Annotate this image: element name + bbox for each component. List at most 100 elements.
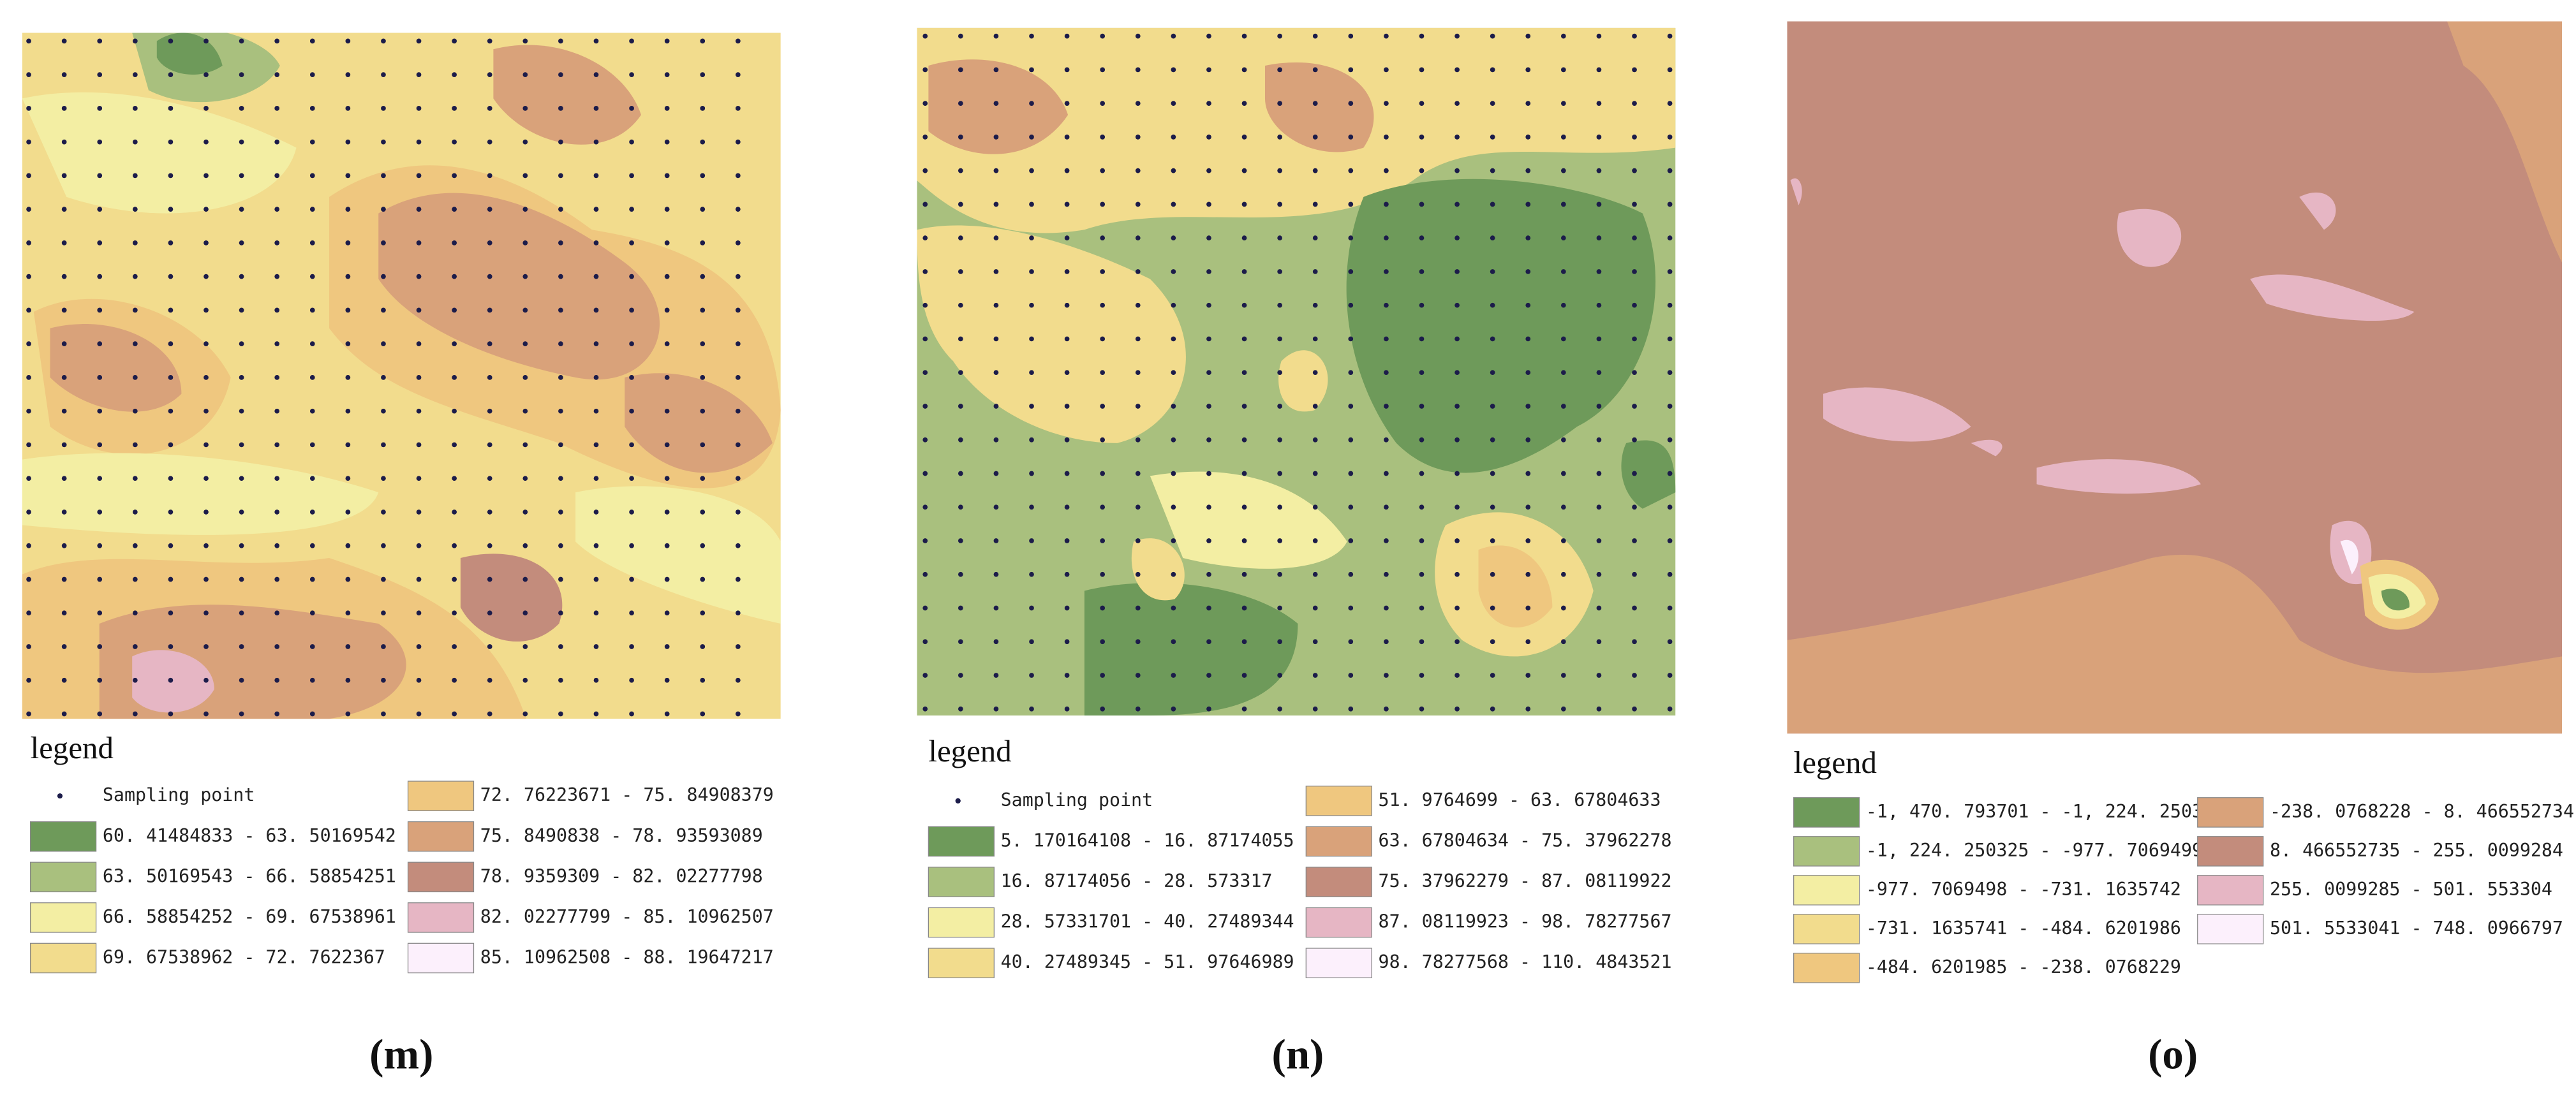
sampling-point: [1135, 370, 1141, 376]
sampling-point: [487, 105, 492, 111]
sampling-point: [1100, 67, 1106, 73]
sampling-point: [1135, 302, 1141, 308]
sampling-point: [274, 173, 280, 179]
sampling-point: [593, 677, 599, 683]
sampling-point: [1384, 168, 1389, 173]
sampling-point: [1560, 706, 1566, 712]
sampling-point: [61, 274, 67, 279]
sampling-point: [1206, 67, 1211, 73]
sampling-point: [958, 504, 963, 510]
sampling-point: [593, 610, 599, 616]
sampling-point: [958, 571, 963, 577]
sampling-point: [452, 677, 457, 683]
sampling-point: [993, 168, 999, 173]
sampling-point: [274, 375, 280, 380]
sampling-point: [1064, 605, 1070, 611]
sampling-point: [1455, 168, 1460, 173]
sampling-point: [97, 307, 103, 313]
sampling-point: [26, 139, 31, 145]
sampling-point: [61, 105, 67, 111]
sampling-point: [1490, 302, 1495, 308]
sampling-point: [1560, 101, 1566, 106]
sampling-point: [593, 72, 599, 77]
sampling-point: [558, 139, 563, 145]
legend-label: 87. 08119923 - 98. 78277567: [1379, 911, 1672, 932]
sampling-point: [274, 341, 280, 347]
sampling-point: [1171, 135, 1176, 140]
sampling-point: [1206, 571, 1211, 577]
panel-label: (m): [369, 1031, 433, 1078]
sampling-point: [168, 610, 174, 616]
sampling-point: [416, 543, 422, 548]
sampling-point: [1384, 437, 1389, 443]
sampling-point: [1667, 302, 1673, 308]
sampling-point: [664, 139, 670, 145]
sampling-point: [1312, 471, 1318, 476]
sampling-point: [522, 476, 528, 481]
sampling-point: [274, 274, 280, 279]
sampling-point: [97, 442, 103, 448]
sampling-point: [168, 341, 174, 347]
sampling-point: [1384, 639, 1389, 645]
sampling-point: [274, 139, 280, 145]
sampling-point: [1667, 504, 1673, 510]
sampling-point: [26, 576, 31, 582]
sampling-point: [1596, 605, 1602, 611]
sampling-point: [593, 274, 599, 279]
sampling-point: [1100, 639, 1106, 645]
sampling-point: [168, 408, 174, 414]
sampling-point: [1241, 302, 1247, 308]
sampling-point: [309, 476, 315, 481]
sampling-point: [204, 610, 209, 616]
sampling-point: [309, 576, 315, 582]
sampling-point: [345, 476, 351, 481]
sampling-point: [274, 677, 280, 683]
sampling-point: [1277, 135, 1282, 140]
sampling-point: [1490, 202, 1495, 207]
sampling-point: [345, 677, 351, 683]
sampling-point: [26, 543, 31, 548]
sampling-point: [1241, 605, 1247, 611]
sampling-point: [1384, 336, 1389, 342]
sampling-point: [1064, 67, 1070, 73]
sampling-point: [522, 139, 528, 145]
sampling-point: [1206, 269, 1211, 274]
sampling-point: [452, 173, 457, 179]
sampling-point: [204, 307, 209, 313]
sampling-point: [1277, 404, 1282, 409]
map-o: [1787, 21, 2563, 734]
sampling-point: [132, 476, 138, 481]
sampling-point: [274, 240, 280, 246]
sampling-point: [26, 38, 31, 44]
sampling-point: [97, 173, 103, 179]
legend-point-label: Sampling point: [1001, 789, 1153, 811]
sampling-point: [1384, 504, 1389, 510]
sampling-point: [345, 610, 351, 616]
sampling-point: [309, 274, 315, 279]
sampling-point: [629, 576, 634, 582]
sampling-point: [522, 72, 528, 77]
sampling-point: [1632, 639, 1637, 645]
sampling-point: [1525, 33, 1531, 39]
sampling-point: [381, 139, 386, 145]
sampling-point: [1348, 336, 1354, 342]
sampling-point: [1455, 302, 1460, 308]
sampling-point: [1490, 673, 1495, 678]
sampling-point: [1277, 336, 1282, 342]
sampling-point: [487, 610, 492, 616]
sampling-point: [922, 67, 928, 73]
sampling-point: [1171, 538, 1176, 543]
sampling-point: [61, 476, 67, 481]
sampling-point: [239, 105, 244, 111]
sampling-point: [97, 543, 103, 548]
sampling-point: [345, 576, 351, 582]
sampling-point: [309, 610, 315, 616]
sampling-point: [1560, 33, 1566, 39]
sampling-point: [1100, 168, 1106, 173]
sampling-point: [1241, 101, 1247, 106]
sampling-point: [1419, 504, 1425, 510]
sampling-point: [416, 240, 422, 246]
sampling-point: [1560, 370, 1566, 376]
sampling-point: [1525, 437, 1531, 443]
sampling-point: [993, 33, 999, 39]
